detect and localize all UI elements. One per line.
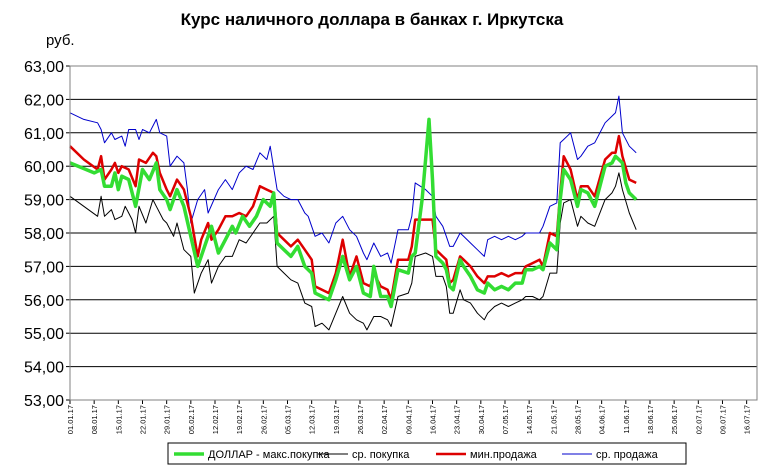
x-tick-label: 26.03.17: [356, 405, 365, 434]
legend-label: мин.продажа: [470, 449, 538, 461]
x-tick-label: 23.04.17: [453, 405, 462, 434]
legend: ДОЛЛАР - макс.покупка ср. покупка мин.прод…: [167, 442, 687, 465]
x-tick-label: 01.01.17: [66, 405, 75, 434]
x-tick-label: 18.06.17: [646, 405, 655, 434]
x-tick-label: 11.06.17: [622, 405, 631, 434]
x-tick-label: 26.02.17: [259, 405, 268, 434]
y-axis-unit: руб.: [46, 32, 75, 49]
x-tick-label: 28.05.17: [573, 405, 582, 434]
x-tick-label: 21.05.17: [549, 405, 558, 434]
x-tick-label: 25.06.17: [670, 405, 679, 434]
x-tick-label: 04.06.17: [598, 405, 607, 434]
chart-title: Курс наличного доллара в банках г. Иркут…: [181, 10, 564, 29]
x-tick-label: 05.03.17: [283, 405, 292, 434]
plot-area-border: [69, 65, 758, 401]
x-tick-label: 16.04.17: [428, 405, 437, 434]
plot-lines: [69, 95, 638, 331]
y-tick-label: 54,00: [24, 360, 64, 377]
x-tick-label: 05.02.17: [187, 405, 196, 434]
x-tick-label: 08.01.17: [90, 405, 99, 434]
x-tick-label: 22.01.17: [138, 405, 147, 434]
y-tick-label: 59,00: [24, 193, 64, 210]
y-tick-label: 60,00: [24, 159, 64, 176]
y-axis-ticks: 53,00 54,00 55,00 56,00 57,00 58,00 59,00 60,00…: [24, 59, 70, 410]
legend-label: ср. продажа: [596, 449, 659, 461]
y-tick-label: 57,00: [24, 259, 64, 276]
x-tick-label: 29.01.17: [163, 405, 172, 434]
x-tick-label: 15.01.17: [114, 405, 123, 434]
legend-label: ср. покупка: [352, 449, 410, 461]
x-tick-label: 12.02.17: [211, 405, 220, 434]
series-line: [69, 172, 637, 331]
x-tick-label: 14.05.17: [525, 405, 534, 434]
legend-box: [167, 442, 687, 465]
x-tick-label: 02.04.17: [380, 405, 389, 434]
y-tick-label: 53,00: [24, 393, 64, 410]
y-tick-label: 62,00: [24, 92, 64, 109]
y-tick-label: 55,00: [24, 326, 64, 343]
x-tick-label: 12.03.17: [308, 405, 317, 434]
x-tick-label: 30.04.17: [477, 405, 486, 434]
series-line: [69, 117, 638, 309]
y-tick-label: 58,00: [24, 226, 64, 243]
y-tick-label: 56,00: [24, 293, 64, 310]
x-tick-label: 16.07.17: [743, 405, 752, 434]
y-tick-label: 61,00: [24, 126, 64, 143]
series-line: [69, 95, 637, 264]
x-tick-label: 02.07.17: [694, 405, 703, 434]
y-tick-label: 63,00: [24, 59, 64, 76]
x-tick-label: 09.04.17: [404, 405, 413, 434]
x-tick-label: 07.05.17: [501, 405, 510, 434]
x-tick-label: 19.03.17: [332, 405, 341, 434]
x-tick-label: 09.07.17: [718, 405, 727, 434]
x-axis-ticks: 01.01.17 08.01.17 15.01.17 22.01.17 29.01.17…: [66, 400, 752, 434]
x-tick-label: 19.02.17: [235, 405, 244, 434]
legend-label: ДОЛЛАР - макс.покупка: [208, 449, 330, 461]
